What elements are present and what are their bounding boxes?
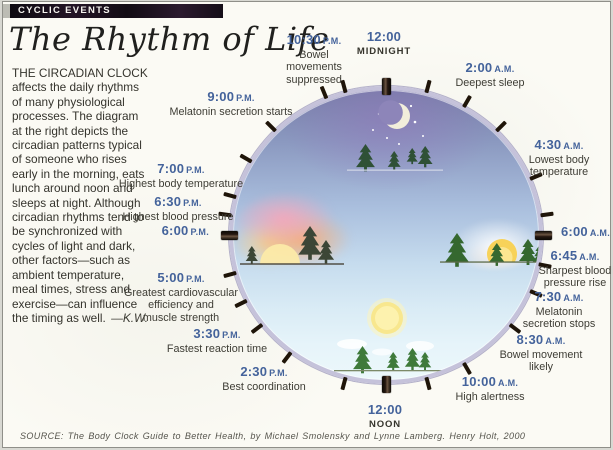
clock-event-description: MIDNIGHT	[356, 46, 412, 57]
clock-event-description: Melatonin secretion starts	[169, 106, 293, 118]
clock-label: 3:30 P.M. Fastest reaction time	[167, 325, 267, 355]
clock-time-meridiem: P.M.	[183, 198, 202, 208]
night-scene	[347, 100, 443, 172]
clock-tick-major	[220, 230, 238, 240]
clock-event-description: Sharpest blood	[538, 265, 612, 277]
clock-time: 8:30	[516, 332, 544, 347]
clock-tick	[424, 376, 432, 391]
clock-tick	[265, 120, 278, 133]
clock-tick-major	[381, 375, 391, 393]
clock-time: 12:00	[367, 402, 403, 417]
source-citation: SOURCE: The Body Clock Guide to Better H…	[20, 431, 526, 441]
clock-tick	[539, 212, 554, 218]
intro-text: THE CIRCADIAN CLOCK affects the daily rh…	[12, 66, 148, 325]
clock-tick-major	[381, 77, 391, 95]
section-header-label: CYCLIC EVENTS	[18, 5, 111, 16]
clock-label: 8:30 A.M. Bowel movement likely	[500, 331, 583, 374]
page-title: The Rhythm of Life	[9, 20, 330, 58]
clock-time: 12:00	[366, 29, 402, 44]
clock-time: 6:00	[561, 224, 588, 239]
clock-tick	[494, 120, 507, 133]
clock-time-meridiem: P.M.	[322, 36, 342, 46]
clock-event-description: Highest body temperature	[118, 178, 244, 190]
clock-event-description: Fastest reaction time	[166, 343, 268, 355]
clock-tick-major	[534, 230, 552, 240]
clock-tick	[462, 94, 472, 109]
clock-time: 6:30	[154, 194, 182, 209]
clock-event-description: efficiency and	[148, 299, 214, 312]
clock-label: 2:00 A.M. Deepest sleep	[455, 59, 524, 89]
clock-label: 12:00 MIDNIGHT	[357, 28, 411, 57]
clock-label: 7:00 P.M. Highest body temperature	[119, 160, 243, 190]
corner-chip	[3, 4, 12, 18]
clock-label: 2:30 P.M. Best coordination	[222, 363, 305, 393]
clock-time: 4:30	[534, 137, 562, 152]
clock-event-description: movements	[286, 61, 342, 74]
clock-time-meridiem: P.M.	[236, 93, 255, 103]
clock-time-meridiem: A.M.	[589, 228, 611, 238]
clock-event-description: Highest blood pressure	[122, 211, 234, 223]
clock-time: 6:00	[161, 223, 189, 238]
clock-time: 2:30	[240, 364, 268, 379]
noon-scene	[334, 298, 444, 374]
clock-event-description: likely	[529, 361, 553, 374]
clock-event-description: secretion stops	[522, 318, 596, 331]
clock-label: 10:00 A.M. High alertness	[455, 373, 524, 403]
clock-event-description: Deepest sleep	[455, 77, 525, 89]
clock-time-meridiem: A.M.	[498, 378, 519, 388]
clock-event-description: Best coordination	[222, 381, 306, 393]
clock-time: 3:30	[193, 326, 221, 341]
sunset-scene	[235, 194, 350, 276]
clock-time-meridiem: A.M.	[545, 336, 566, 346]
clock-tick	[281, 350, 293, 364]
clock-event-description: suppressed	[286, 73, 342, 86]
clock-label: 12:00 NOON	[368, 401, 402, 430]
clock-time-meridiem: P.M.	[186, 165, 205, 175]
clock-event-description: High alertness	[455, 391, 525, 403]
clock-time: 6:45	[550, 248, 578, 263]
clock-label: 6:00 A.M.	[561, 223, 610, 241]
section-header: CYCLIC EVENTS	[10, 4, 223, 18]
clock-tick	[319, 85, 329, 100]
clock-time: 2:00	[465, 60, 493, 75]
clock-label: 10:30 P.M. Bowel movements suppressed	[286, 31, 342, 86]
clock-event-description: Lowest body	[528, 154, 590, 166]
clock-time: 5:00	[157, 270, 185, 285]
clock-event-description: muscle strength	[142, 311, 220, 324]
clock-time: 10:00	[461, 374, 497, 389]
clock-time: 10:30	[286, 32, 321, 47]
clock-tick	[340, 376, 348, 391]
clock-time: 9:00	[207, 89, 235, 104]
clock-event-description: Greatest cardiovascular	[123, 287, 239, 299]
clock-label: 6:45 A.M. Sharpest blood pressure rise	[539, 247, 612, 290]
clock-time-meridiem: P.M.	[222, 330, 241, 340]
clock-event-description: Melatonin	[535, 306, 583, 318]
clock-event-description: Bowel	[299, 49, 329, 61]
clock-time-meridiem: A.M.	[494, 64, 515, 74]
clock-label: 5:00 P.M. Greatest cardiovascular efficienc…	[124, 269, 238, 324]
clock-label: 6:00 P.M.	[162, 222, 209, 240]
clock-label: 7:30 A.M. Melatonin secretion stops	[523, 288, 596, 331]
clock-label: 6:30 P.M. Highest blood pressure	[122, 193, 233, 223]
clock-label: 4:30 A.M. Lowest body temperature	[529, 136, 590, 179]
clock-event-description: pressure rise	[543, 277, 607, 290]
clock-time-meridiem: P.M.	[190, 227, 209, 237]
author-initials: —K.W.	[111, 310, 148, 325]
intro-paragraph: THE CIRCADIAN CLOCK affects the daily rh…	[12, 66, 148, 325]
clock-time-meridiem: A.M.	[563, 293, 584, 303]
clock-tick	[424, 79, 432, 94]
clock-time: 7:30	[534, 289, 562, 304]
clock-event-description: NOON	[368, 419, 402, 430]
clock-time-meridiem: P.M.	[269, 368, 288, 378]
clock-event-description: Bowel movement	[499, 349, 583, 361]
clock-time-meridiem: A.M.	[579, 252, 600, 262]
clock-label: 9:00 P.M. Melatonin secretion starts	[169, 88, 292, 118]
clock-time: 7:00	[157, 161, 185, 176]
clock-time-meridiem: P.M.	[186, 274, 205, 284]
clock-event-description: temperature	[529, 166, 589, 179]
sunrise-scene	[438, 207, 539, 269]
clock-time-meridiem: A.M.	[563, 141, 584, 151]
